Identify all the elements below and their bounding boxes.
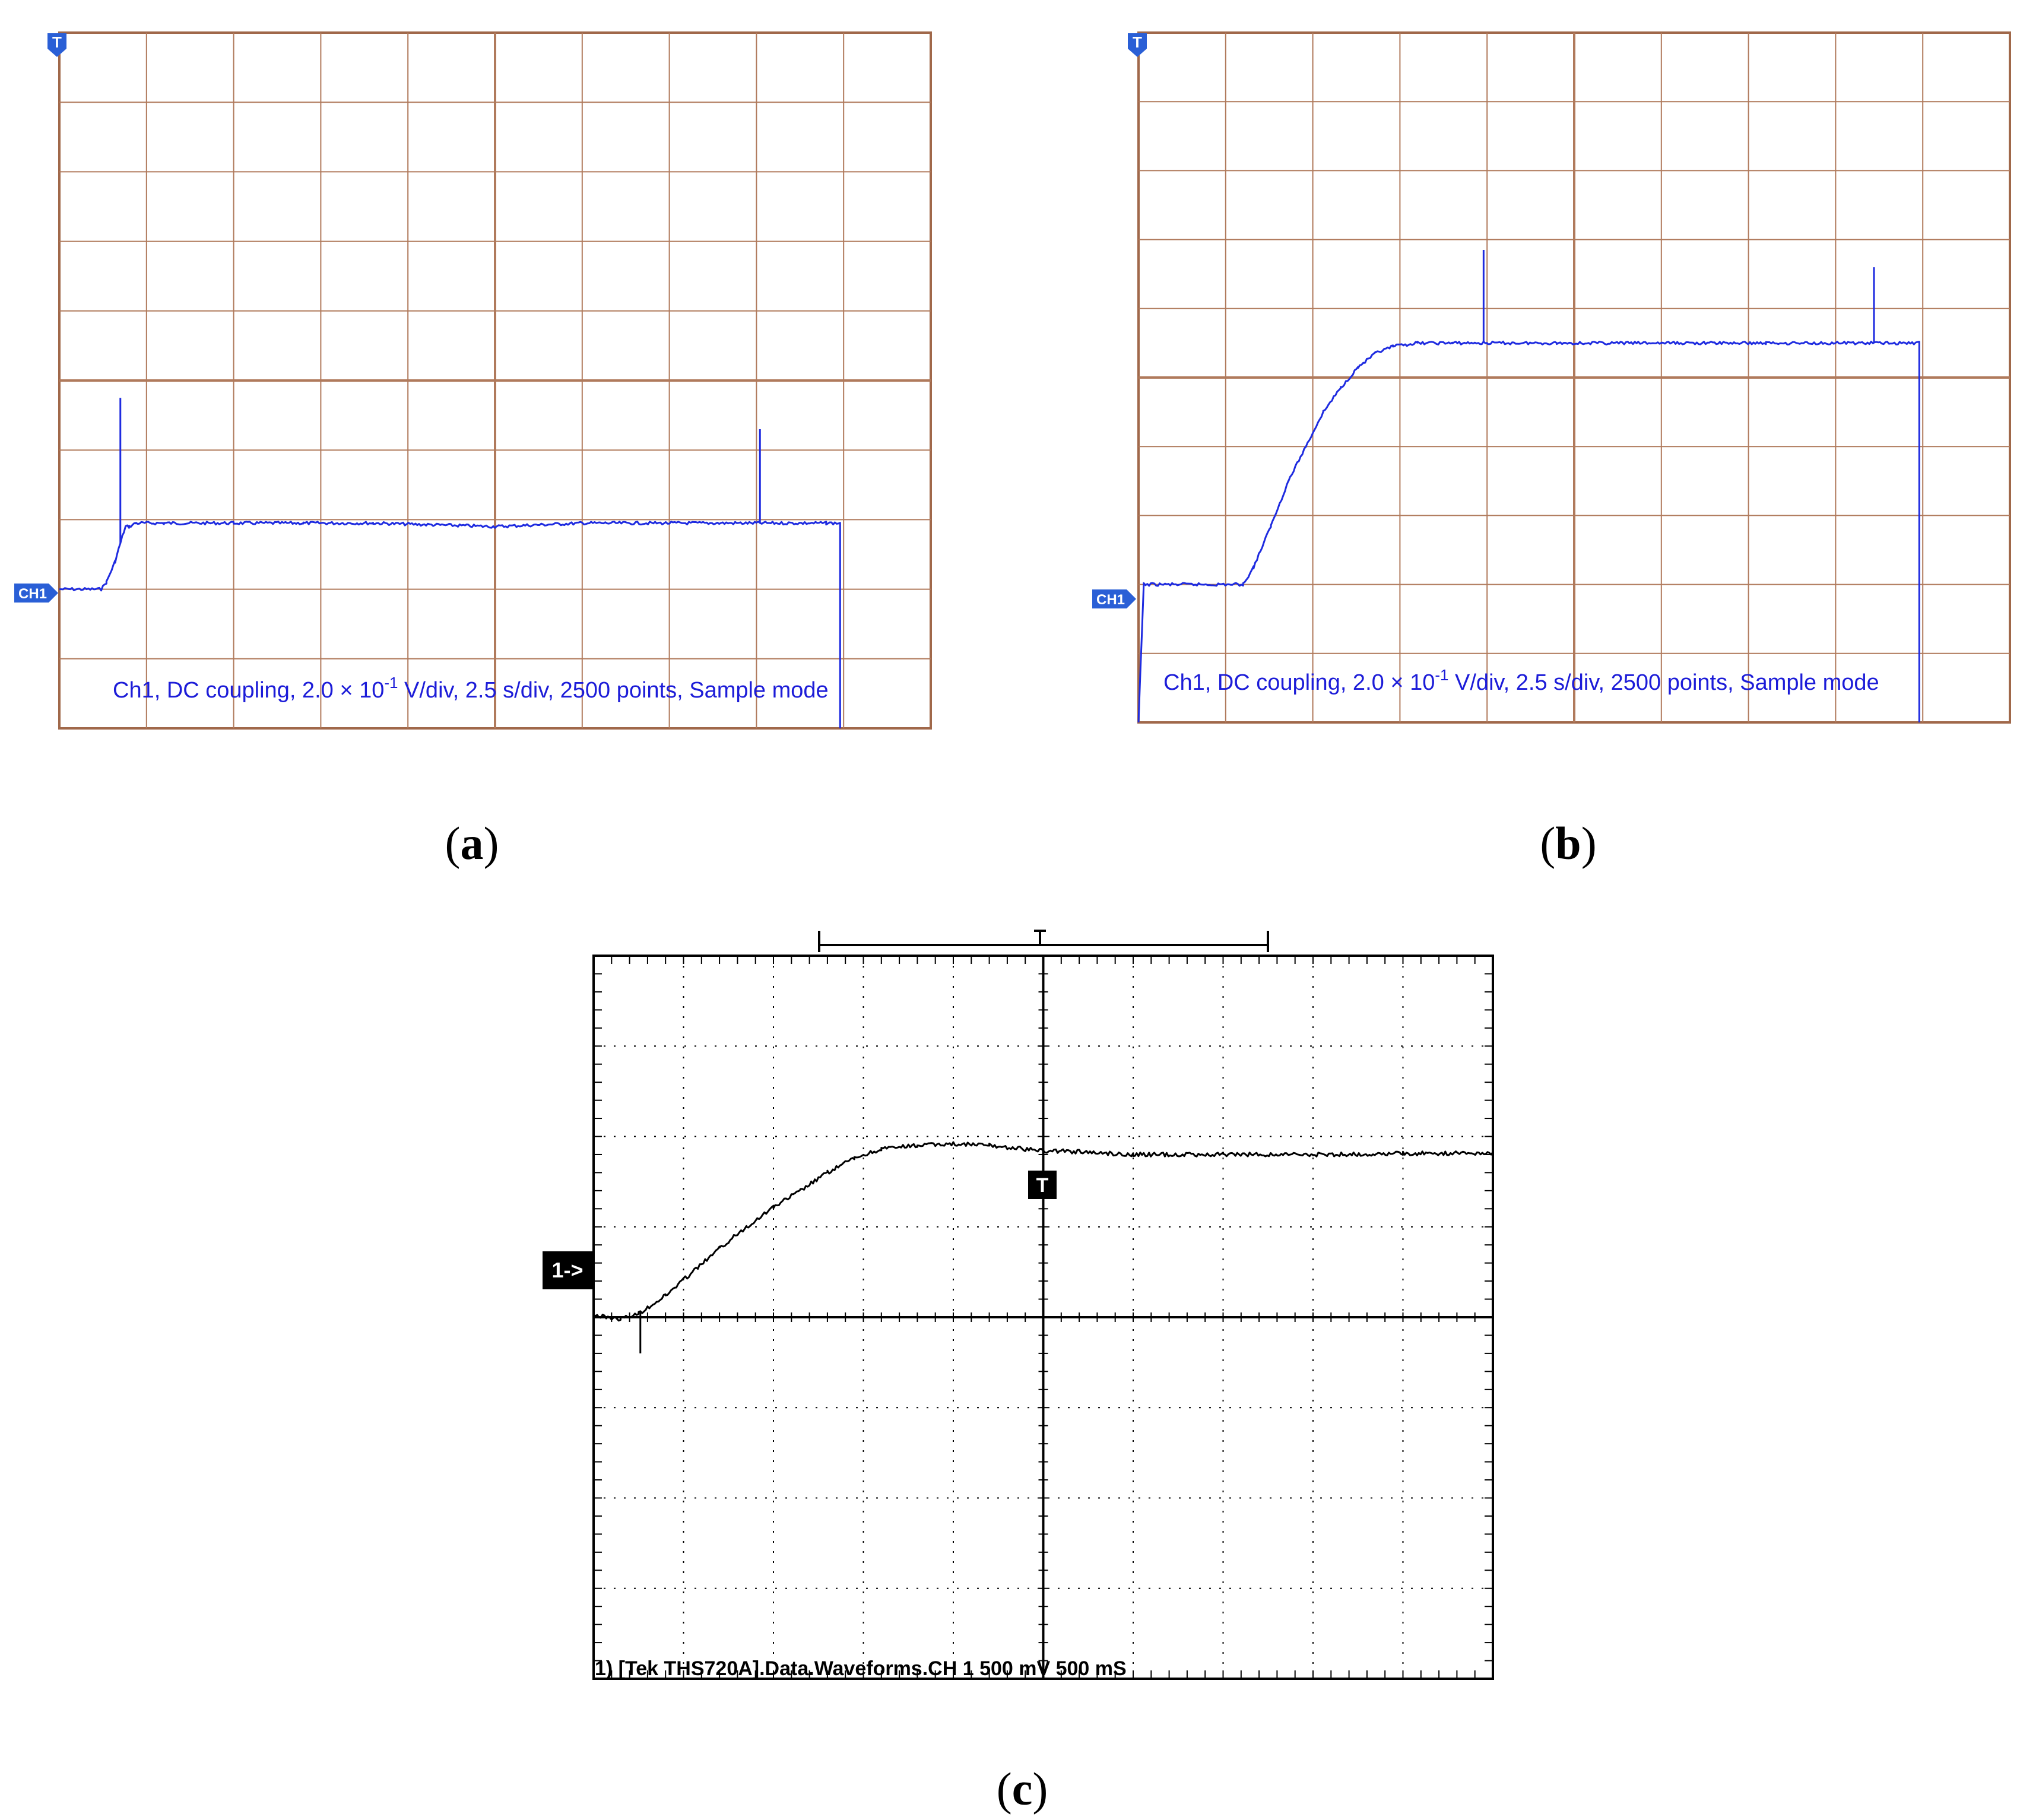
panel-c-channel-marker: 1-> [543, 1251, 592, 1289]
panel-c-annotation: 1) [Tek THS720A].Data.Waveforms.CH 1 500… [595, 1657, 1127, 1680]
panel-a-chart: T CH1 Ch1, DC coupling, 2.0 × 10-1 V/div… [14, 31, 932, 869]
panel-c-channel-marker-text: 1-> [551, 1258, 583, 1282]
panel-a-grid [58, 31, 932, 730]
panel-a-trace [59, 398, 841, 728]
panel-b-series-line [1137, 340, 1920, 723]
panel-a-channel-marker-text: CH1 [18, 586, 47, 602]
panel-a-trigger-marker: T [47, 33, 66, 57]
panel-a-caption-letter: a [461, 817, 484, 869]
panel-c-caption-letter: c [1012, 1763, 1033, 1815]
panel-c-channel-marker-shape [543, 1251, 592, 1289]
panel-c-caption: (c) [997, 1763, 1048, 1815]
panel-a-annotation: Ch1, DC coupling, 2.0 × 10-1 V/div, 2.5 … [113, 674, 829, 703]
panel-b-chart: T CH1 Ch1, DC coupling, 2.0 × 10-1 V/div… [1092, 31, 2011, 869]
panel-b-trigger-marker-shape [1128, 33, 1147, 57]
panel-a-channel-marker: CH1 [14, 584, 58, 603]
panel-c-time-bracket [818, 930, 1269, 952]
panel-b-grid [1137, 31, 2011, 724]
panel-a-annotation-superscript: -1 [384, 674, 398, 692]
panel-b-trace [1137, 250, 1920, 723]
panel-b-channel-marker-shape [1092, 589, 1136, 608]
panel-a-trigger-marker-text: T [52, 33, 62, 51]
panel-b-trigger-marker: T [1128, 33, 1147, 57]
panel-b-trigger-marker-text: T [1133, 33, 1142, 51]
panel-c-series-line [593, 1141, 1494, 1322]
panel-a-series-line [59, 521, 841, 728]
panel-a-annotation-suffix: V/div, 2.5 s/div, 2500 points, Sample mo… [398, 678, 828, 703]
panel-c-grid [592, 955, 1494, 1680]
panel-b-annotation-suffix: V/div, 2.5 s/div, 2500 points, Sample mo… [1448, 670, 1879, 695]
panel-c-trigger-marker: T [1028, 1171, 1057, 1199]
panel-c-trace [593, 1141, 1494, 1353]
panel-b-annotation-superscript: -1 [1435, 666, 1448, 684]
panel-c-chart: T 1-> 1) [Tek THS720A].Data.Waveforms.CH… [543, 930, 1494, 1815]
panel-b-channel-marker: CH1 [1092, 589, 1136, 608]
panel-c-trigger-marker-shape [1028, 1171, 1057, 1199]
panel-b-annotation-prefix: Ch1, DC coupling, 2.0 × 10 [1163, 670, 1435, 695]
panel-b-caption: (b) [1540, 817, 1596, 869]
panel-b-annotation: Ch1, DC coupling, 2.0 × 10-1 V/div, 2.5 … [1163, 666, 1879, 695]
panel-a-channel-marker-shape [14, 584, 58, 603]
panel-a-caption: (a) [445, 817, 499, 869]
panel-b-caption-letter: b [1555, 817, 1581, 869]
panel-b-channel-marker-text: CH1 [1096, 592, 1125, 608]
panel-a-trigger-marker-shape [47, 33, 66, 57]
panel-c-trigger-marker-text: T [1036, 1174, 1049, 1197]
panel-a-annotation-prefix: Ch1, DC coupling, 2.0 × 10 [113, 678, 384, 703]
